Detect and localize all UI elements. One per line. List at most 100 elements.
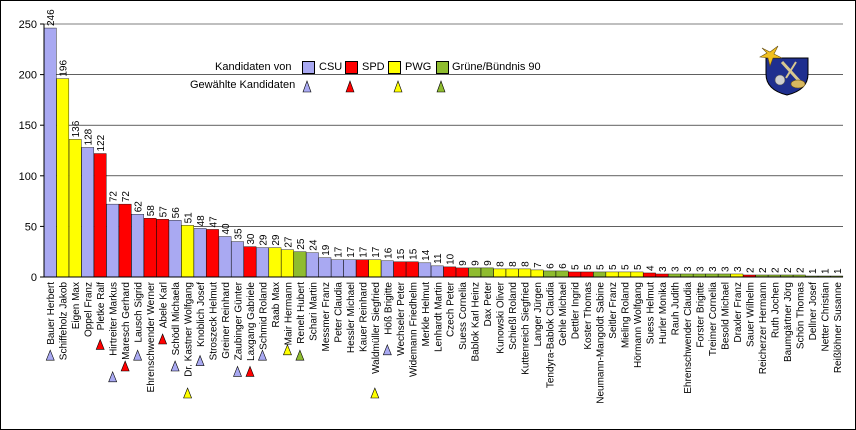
x-tick-label: Kauer Reinhard [358, 282, 369, 352]
bar-6 [106, 203, 119, 278]
elected-marker-icon [108, 370, 118, 383]
x-tick-label: Ehrenschwender Werner [146, 281, 157, 392]
bar-3 [68, 139, 82, 278]
x-tick-label: Laxgang Gabriele [246, 282, 257, 361]
x-tick-label: Greiner Reinhard [221, 282, 232, 359]
bar-12 [181, 225, 194, 278]
value-label: 2 [745, 267, 756, 273]
elected-marker-icon [233, 365, 242, 377]
legend-swatch-pwg [388, 61, 401, 74]
municipal-crest-icon [759, 45, 809, 96]
value-label: 5 [596, 264, 607, 270]
bar-44 [580, 271, 594, 278]
elected-marker-icon [95, 338, 105, 350]
value-label: 196 [59, 60, 70, 77]
x-tick-label: Tendyra-Bablok Claudia [546, 282, 557, 389]
elected-marker-icon [170, 360, 180, 372]
x-tick-label: Reicherzer Hermann [758, 282, 769, 374]
elected-marker-icon [183, 387, 193, 399]
value-label: 72 [121, 191, 132, 203]
value-label: 3 [670, 266, 681, 272]
x-tick-label: Dellner Josef [808, 282, 819, 341]
value-label: 17 [358, 246, 369, 258]
value-label: 19 [321, 244, 332, 256]
value-label: 57 [159, 206, 170, 218]
x-tick-label: Lausch Sigrid [134, 282, 145, 343]
y-tick-label: 100 [19, 171, 37, 183]
value-label: 9 [483, 260, 494, 266]
x-tick-label: Eigen Max [71, 282, 82, 329]
value-label: 2 [795, 267, 806, 273]
elected-markers [45, 333, 392, 399]
x-tick-label: Netter Christian [820, 282, 831, 351]
x-tick-label: Draxler Franz [733, 282, 744, 343]
value-label: 7 [533, 262, 544, 268]
x-tick-label: Raab Max [271, 282, 282, 328]
bar-4 [81, 147, 95, 278]
bar-25 [343, 259, 357, 278]
x-tick-label: Renelt Hubert [296, 282, 307, 344]
bar-27 [368, 259, 382, 278]
bar-24 [331, 259, 344, 278]
value-label: 35 [234, 228, 245, 240]
elected-marker-icon [258, 349, 267, 361]
x-tick-label: Rauh Judith [670, 282, 681, 335]
bars [43, 27, 844, 278]
bar-8 [131, 214, 144, 278]
legend-triangle-spd-icon [345, 80, 355, 93]
value-label: 5 [633, 264, 644, 270]
legend-swatch-gruene [436, 61, 449, 74]
value-label: 27 [283, 236, 294, 248]
value-label: 24 [308, 239, 319, 251]
bar-13 [193, 228, 207, 278]
x-tick-label: Mair Hermann [283, 282, 294, 345]
elected-marker-icon [195, 354, 205, 366]
value-label: 29 [258, 234, 269, 246]
value-label: 58 [146, 205, 157, 217]
bar-42 [555, 270, 569, 278]
x-tick-label: Bauer Herbert [46, 282, 57, 345]
bar-14 [206, 229, 219, 278]
legend-label-pwg: PWG [405, 61, 432, 73]
value-label: 1 [820, 268, 831, 274]
value-label: 4 [645, 265, 656, 271]
x-tick-label: Ruth Jochen [770, 282, 781, 338]
value-label: 1 [833, 268, 844, 274]
y-tick-label: 200 [19, 70, 37, 82]
y-tick-label: 0 [31, 272, 37, 284]
value-label: 48 [196, 215, 207, 227]
x-tick-label: Schmid Roland [258, 282, 269, 350]
bar-41 [543, 270, 556, 278]
x-tick-label: Hirtreiter Markus [109, 282, 120, 356]
bar-1 [43, 27, 57, 278]
value-label: 62 [134, 201, 145, 213]
bar-16 [231, 241, 244, 278]
value-label: 5 [571, 264, 582, 270]
legend-title: Kandidaten von [215, 61, 292, 73]
value-label: 6 [546, 263, 557, 269]
elected-marker-icon [382, 343, 392, 356]
x-tick-label: Pletke Ralf [96, 282, 107, 331]
x-tick-label: Dax Peter [483, 281, 494, 326]
bar-29 [393, 261, 407, 278]
bar-35 [468, 267, 482, 278]
x-tick-label: Peter Claudia [333, 282, 344, 343]
legend-label-csu: CSU [319, 61, 343, 73]
x-tick-label: Maresch Gerhard [121, 282, 132, 360]
value-label: 40 [221, 223, 232, 235]
x-tick-label: Waldmüller Siegfried [371, 282, 382, 374]
x-tick-label: Knoblich Josef [196, 282, 207, 347]
value-label: 3 [733, 266, 744, 272]
bar-38 [505, 268, 519, 278]
x-tick-label: Dr. Kastner Wolfgang [184, 282, 195, 377]
value-label: 136 [71, 120, 82, 137]
bar-37 [493, 268, 506, 278]
value-label: 1 [808, 268, 819, 274]
bar-9 [143, 218, 157, 278]
x-tick-label: Oppel Franz [84, 282, 95, 337]
value-label: 10 [446, 253, 457, 265]
x-tick-label: Lenhardt Martin [433, 282, 444, 352]
x-tick-label: Schiffeholz Jakob [59, 282, 70, 361]
bar-49 [643, 272, 656, 278]
bar-33 [443, 266, 457, 278]
